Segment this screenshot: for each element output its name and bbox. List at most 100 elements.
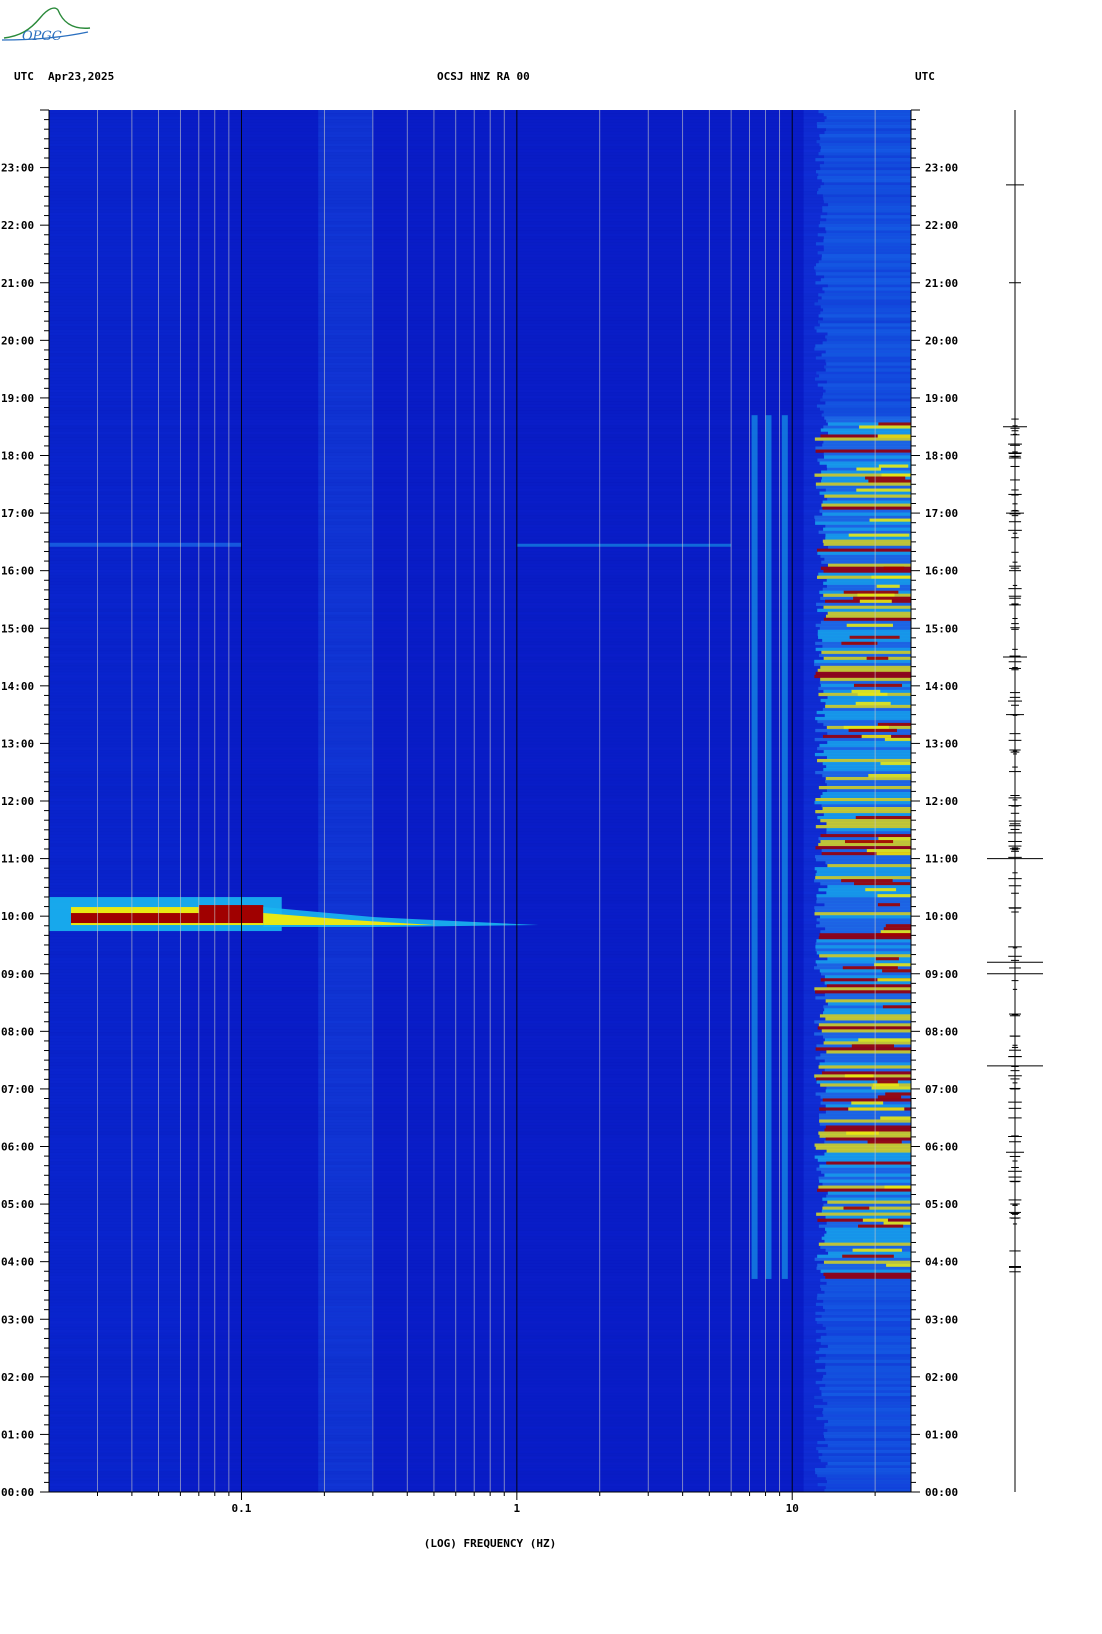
high-frequency-cell (824, 557, 911, 561)
time-row (49, 918, 911, 922)
high-frequency-cell (826, 116, 911, 120)
time-row (49, 1176, 911, 1180)
high-frequency-cell (824, 494, 911, 498)
time-row (49, 1203, 911, 1207)
time-row (49, 1293, 911, 1298)
high-frequency-cell (816, 710, 911, 715)
time-row (49, 530, 911, 534)
high-frequency-cell (826, 1161, 911, 1165)
time-row (49, 1206, 911, 1210)
high-frequency-cell (824, 1233, 911, 1237)
energy-burst (853, 683, 903, 688)
high-frequency-cell (814, 909, 911, 913)
energy-burst (885, 1092, 911, 1096)
time-tick-label-right: 11:00 (925, 853, 958, 866)
high-frequency-cell (815, 942, 911, 946)
time-row (49, 785, 911, 790)
time-row (49, 263, 911, 267)
time-row (49, 1290, 911, 1295)
time-row (49, 149, 911, 153)
time-row (49, 855, 911, 859)
high-frequency-cell (814, 906, 911, 910)
time-row (49, 1386, 911, 1391)
time-row (49, 419, 911, 423)
time-row (49, 389, 911, 393)
time-row (49, 761, 911, 766)
high-frequency-cell (828, 431, 911, 435)
time-row (49, 587, 911, 591)
high-frequency-cell (821, 1236, 911, 1240)
energy-burst (876, 852, 911, 856)
time-row (49, 1116, 911, 1120)
high-frequency-cell (820, 834, 911, 838)
high-frequency-cell (825, 335, 911, 339)
time-row (49, 377, 911, 381)
time-row (49, 644, 911, 649)
energy-burst (856, 467, 881, 471)
high-frequency-cell (827, 1191, 911, 1195)
time-tick-label-right: 20:00 (925, 334, 958, 347)
energy-burst (871, 1086, 911, 1090)
high-frequency-cell (823, 245, 911, 249)
high-frequency-cell (817, 758, 911, 763)
high-frequency-cell (820, 1245, 911, 1249)
high-frequency-cell (824, 155, 911, 159)
high-frequency-cell (815, 855, 911, 859)
time-row (49, 1161, 911, 1165)
time-row (49, 731, 911, 736)
time-row (49, 1128, 911, 1132)
time-row (49, 1416, 911, 1421)
high-frequency-cell (818, 299, 911, 303)
frequency-grid-lines (97, 110, 876, 1492)
time-row (49, 1095, 911, 1099)
time-row (49, 713, 911, 718)
time-tick-label-left: 11:00 (1, 853, 34, 866)
time-row (49, 176, 911, 180)
time-row (49, 1353, 911, 1358)
time-row (49, 987, 911, 991)
high-frequency-cell (820, 215, 911, 219)
high-frequency-cell (814, 1257, 911, 1261)
time-row (49, 431, 911, 435)
high-frequency-cell (818, 110, 911, 114)
high-frequency-cell (827, 740, 911, 745)
high-frequency-cell (825, 1464, 911, 1469)
high-frequency-cell (825, 368, 911, 372)
time-row (49, 347, 911, 351)
high-frequency-cell (826, 1371, 911, 1376)
time-row (49, 963, 911, 967)
high-frequency-cell (815, 671, 911, 676)
time-tick-label-right: 23:00 (925, 162, 958, 175)
time-row (49, 939, 911, 943)
time-row (49, 599, 911, 604)
high-frequency-cell (822, 773, 911, 778)
high-frequency-cell (825, 927, 911, 931)
high-frequency-cell (822, 791, 911, 796)
energy-burst (885, 924, 911, 928)
high-frequency-cell (815, 482, 911, 486)
high-frequency-cell (819, 1014, 911, 1018)
high-frequency-cell (818, 1065, 911, 1069)
time-row (49, 659, 911, 664)
energy-burst (855, 701, 891, 706)
time-row (49, 1308, 911, 1313)
high-frequency-cell (826, 584, 911, 588)
time-row (49, 1167, 911, 1171)
time-row (49, 635, 911, 640)
time-row (49, 170, 911, 174)
high-frequency-cell (823, 248, 911, 252)
time-row (49, 311, 911, 315)
high-frequency-cell (814, 326, 911, 330)
high-frequency-cell (825, 1365, 911, 1370)
high-frequency-cell (817, 1263, 911, 1267)
high-frequency-cell (820, 819, 911, 823)
time-row (49, 960, 911, 964)
time-tick-label-right: 02:00 (925, 1371, 958, 1384)
high-frequency-cell (814, 1155, 911, 1159)
high-frequency-cell (817, 629, 911, 634)
time-row (49, 503, 911, 507)
time-row (49, 797, 911, 802)
high-frequency-cell (815, 158, 911, 162)
time-tick-label-right: 04:00 (925, 1256, 958, 1269)
high-frequency-cell (822, 638, 911, 643)
